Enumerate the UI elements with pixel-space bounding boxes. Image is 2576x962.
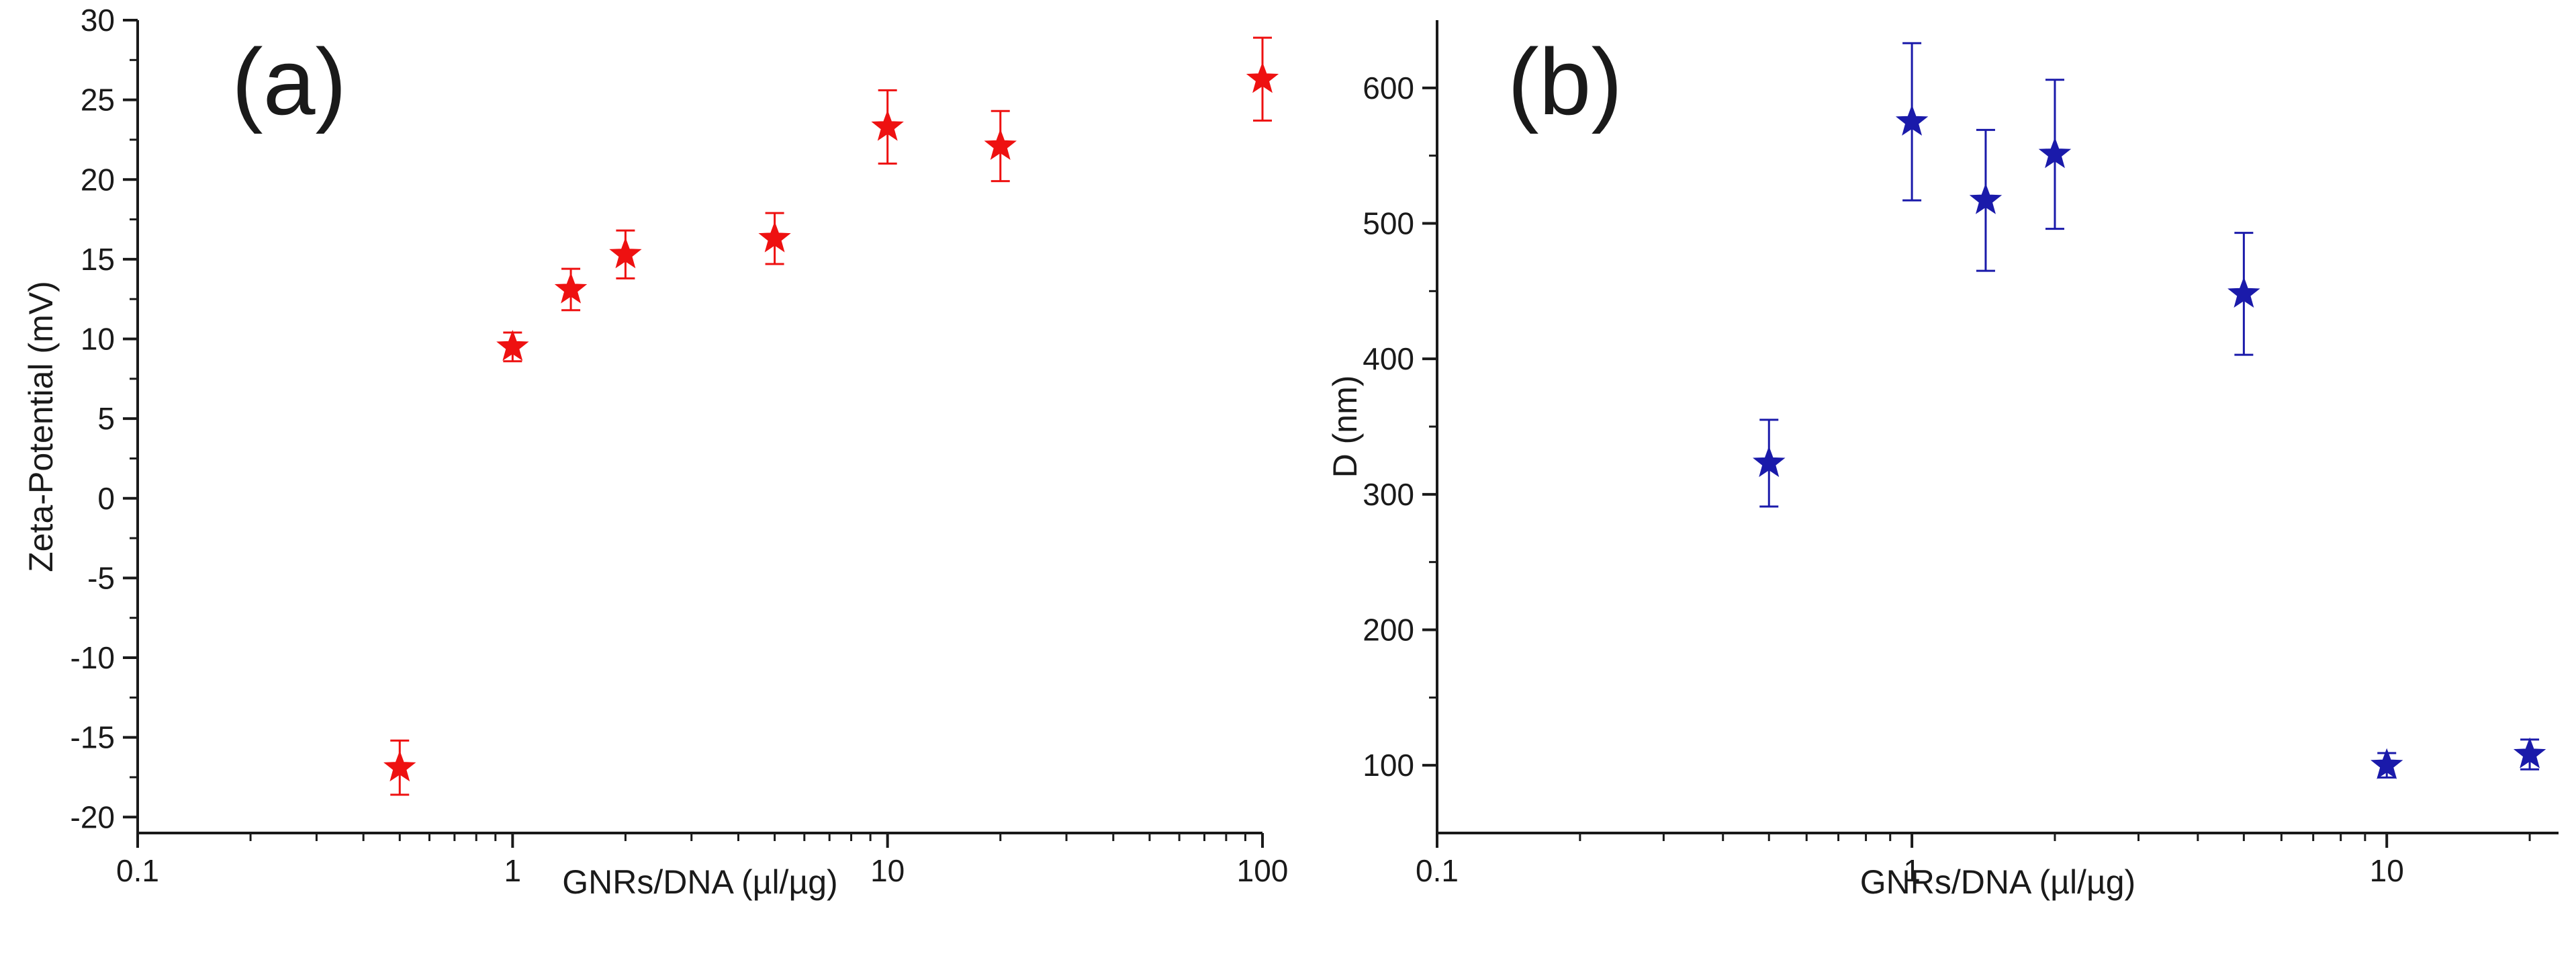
y-tick-label: 30: [81, 3, 115, 38]
y-tick-label: 500: [1363, 206, 1414, 241]
data-point-star: [2513, 737, 2546, 769]
data-point-star: [984, 128, 1017, 160]
x-tick-label: 10: [2370, 853, 2404, 888]
y-tick-label: 200: [1363, 613, 1414, 648]
panel-a-chart: -20 -15 -10 -5 0 5 10 15 20 25 30 0.1 1 10 100 Zeta-Pot…: [22, 3, 1288, 901]
y-axis-title: D (nm): [1326, 376, 1364, 478]
y-tick-label: 100: [1363, 748, 1414, 783]
y-tick-label: -10: [71, 640, 115, 675]
x-tick-label: 1: [504, 853, 522, 888]
panel-label: (b): [1508, 29, 1622, 134]
x-axis-title: GNRs/DNA (µl/µg): [562, 863, 837, 901]
data-point-star: [1753, 445, 1786, 478]
y-tick-label: -15: [71, 720, 115, 755]
y-axis-title: Zeta-Potential (mV): [22, 281, 60, 572]
data-point-star: [1895, 104, 1929, 136]
data-point-star: [2038, 137, 2072, 169]
y-tick-label: 400: [1363, 341, 1414, 376]
y-tick-label: 0: [97, 481, 115, 516]
y-tick-label: 5: [97, 401, 115, 436]
data-point-star: [496, 329, 529, 361]
y-tick-label: 600: [1363, 71, 1414, 105]
data-point-star: [1969, 183, 2003, 214]
x-tick-label: 0.1: [116, 853, 159, 888]
y-tick-label: 15: [81, 242, 115, 277]
y-tick-label: -20: [71, 799, 115, 834]
data-point-star: [383, 750, 416, 782]
data-point-star: [1246, 62, 1279, 93]
y-tick-label: -5: [87, 560, 115, 595]
data-point-star: [758, 221, 791, 253]
panel-b-chart: 100 200 300 400 500 600 0.1 1 10 D (nm) GNRs/DNA (…: [1326, 20, 2559, 901]
x-axis-title: GNRs/DNA (µl/µg): [1860, 863, 2135, 901]
y-tick-label: 20: [81, 162, 115, 197]
data-point-star: [2371, 748, 2403, 779]
y-tick-label: 10: [81, 322, 115, 357]
data-point-star: [2227, 276, 2260, 308]
y-tick-label: 25: [81, 83, 115, 118]
y-tick-label: 300: [1363, 477, 1414, 512]
x-tick-label: 10: [870, 853, 905, 888]
data-point-star: [609, 237, 642, 269]
x-tick-label: 0.1: [1416, 853, 1459, 888]
x-tick-label: 1: [1903, 853, 1921, 888]
data-point-star: [554, 272, 588, 304]
data-point-star: [871, 110, 904, 141]
x-tick-label: 100: [1237, 853, 1289, 888]
panel-label: (a): [232, 29, 347, 134]
